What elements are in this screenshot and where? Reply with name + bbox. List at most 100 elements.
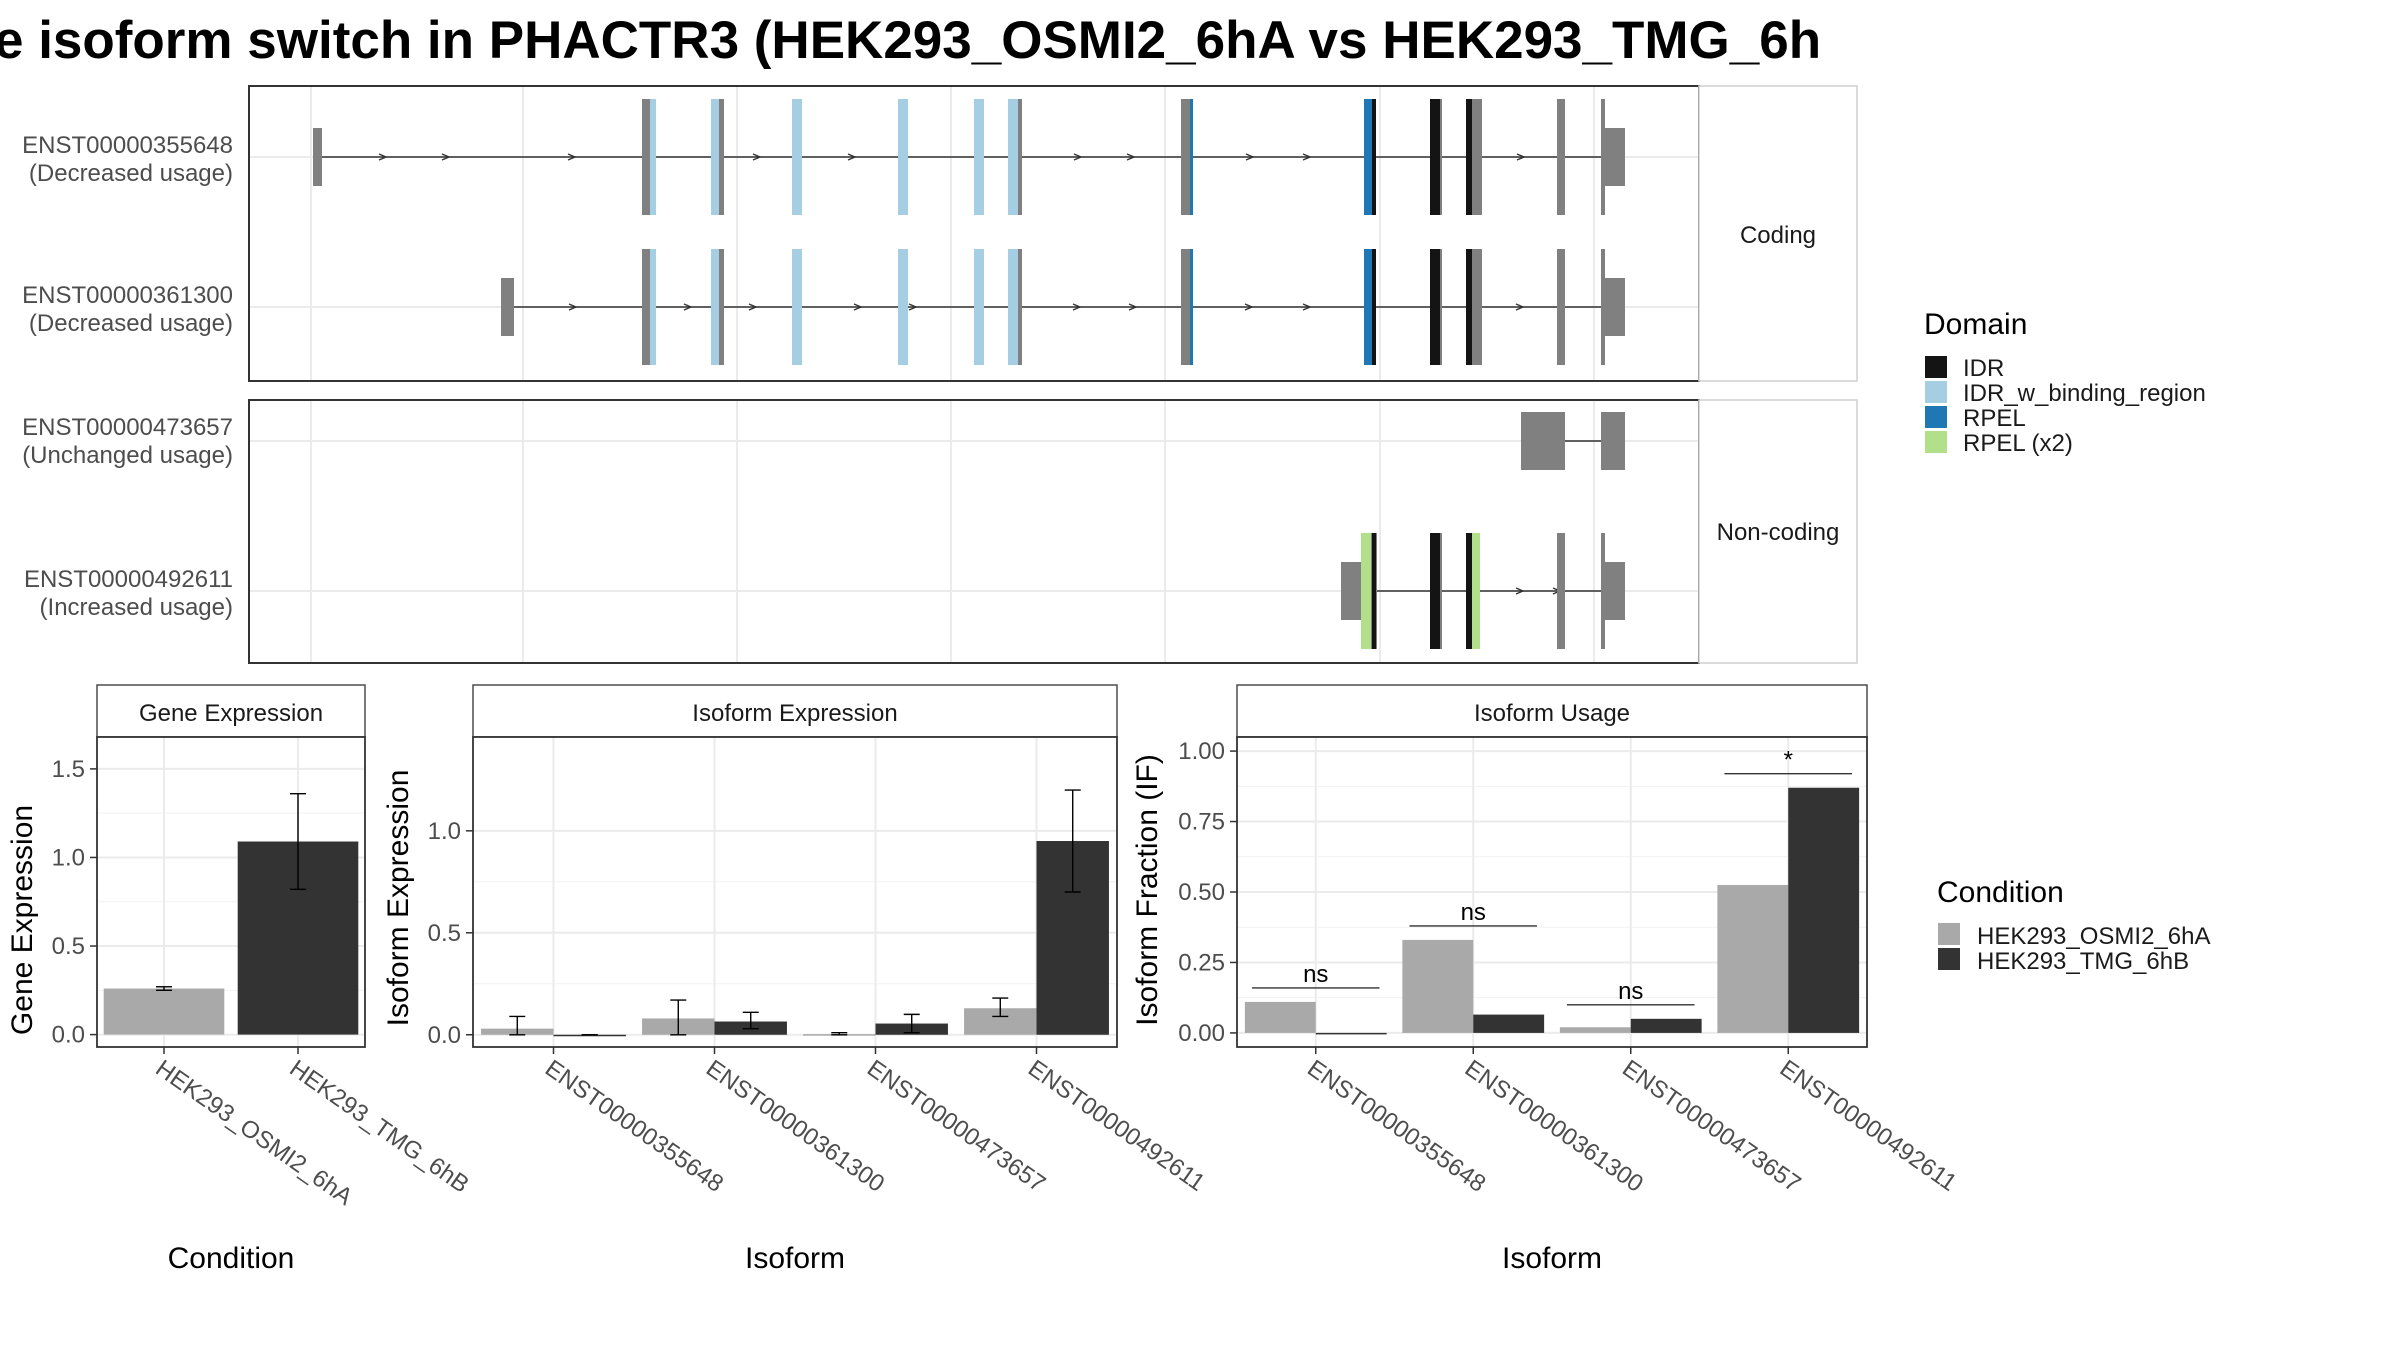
transcript-usage-label: (Decreased usage) [29, 160, 233, 187]
domain-region [1364, 249, 1372, 365]
chart-title: Isoform Usage [1474, 700, 1630, 727]
strand-arrow [1302, 303, 1312, 311]
legend-label: HEK293_OSMI2_6hA [1977, 923, 2210, 950]
transcript-usage-label: (Decreased usage) [29, 310, 233, 337]
legend-key-idr-binding [1925, 381, 1947, 403]
domain-region [974, 249, 984, 365]
significance-label: ns [1461, 899, 1486, 926]
significance-label: ns [1618, 978, 1643, 1005]
exon [501, 278, 514, 336]
exon [716, 249, 724, 365]
noncoding-strip [1698, 399, 1858, 664]
y-axis-label: Isoform Expression [382, 770, 415, 1027]
y-tick-label: 1.0 [52, 844, 85, 871]
transcript-structure-panel: Coding Non-coding ENST00000355648 (Decre… [22, 85, 1858, 664]
domain-region [898, 249, 908, 365]
strand-arrow [748, 303, 758, 311]
domain-region [898, 99, 908, 215]
bar [1788, 787, 1860, 1033]
domain-region [1466, 249, 1472, 365]
x-axis-label: Condition [168, 1242, 295, 1275]
strand-arrow [1516, 153, 1526, 161]
y-axis-label: Gene Expression [6, 805, 39, 1035]
x-axis-label: Isoform [1502, 1242, 1602, 1275]
exon [1557, 249, 1565, 365]
isoform-expression-chart: Isoform Expression Isoform Isoform Expre… [382, 684, 1210, 1275]
strand-arrow [1072, 303, 1082, 311]
domain-region [711, 249, 719, 365]
domain-region [1372, 99, 1376, 215]
x-axis-label: Isoform [745, 1242, 845, 1275]
exon [642, 99, 650, 215]
strand-arrow [441, 153, 451, 161]
domain-region [1430, 533, 1440, 649]
x-tick-label: ENST00000492611 [1023, 1055, 1210, 1197]
transcript-id-label: ENST00000492611 [24, 566, 233, 593]
legend-key-cond-b [1938, 948, 1960, 970]
domain-region [1008, 249, 1018, 365]
domain-region [1372, 533, 1376, 649]
y-tick-label: 1.5 [52, 756, 85, 783]
y-tick-label: 0.75 [1178, 809, 1225, 836]
bar [1473, 1014, 1545, 1033]
domain-region [1430, 99, 1440, 215]
coding-strip-label: Coding [1740, 222, 1816, 249]
bar [1559, 1027, 1631, 1033]
strand-arrow [1126, 153, 1136, 161]
y-tick-label: 0.25 [1178, 949, 1225, 976]
transcript-tracks [313, 99, 1625, 649]
legend-label: RPEL (x2) [1963, 430, 2073, 457]
exon [1601, 412, 1625, 470]
domain-region [1466, 99, 1472, 215]
strand-arrow [1515, 303, 1525, 311]
condition-legend-title: Condition [1937, 876, 2064, 909]
transcript-usage-label: (Increased usage) [40, 594, 233, 621]
exon [1181, 249, 1191, 365]
strand-arrow [853, 303, 863, 311]
strand-arrow [1128, 303, 1138, 311]
exon [313, 128, 322, 186]
bar [103, 988, 225, 1035]
x-tick-label: ENST00000361300 [701, 1055, 889, 1198]
domain-region [1190, 99, 1193, 215]
domain-region [792, 99, 802, 215]
legend-label: RPEL [1963, 405, 2026, 432]
domain-region [1472, 533, 1480, 649]
transcript-id-label: ENST00000473657 [22, 414, 233, 441]
isoform-usage-chart: Isoform Usage Isoform Isoform Fraction (… [1131, 684, 1962, 1275]
domain-region [1372, 249, 1376, 365]
bar [1244, 1001, 1316, 1033]
exon [1557, 99, 1565, 215]
legend-label: HEK293_TMG_6hB [1977, 948, 2189, 975]
y-tick-label: 0.00 [1178, 1020, 1225, 1047]
significance-label: ns [1303, 961, 1328, 988]
strand-arrow [1302, 153, 1312, 161]
strand-arrow [1244, 303, 1254, 311]
x-tick-label: ENST00000355648 [540, 1055, 728, 1198]
y-axis-label: Isoform Fraction (IF) [1131, 754, 1164, 1026]
plot-border [1236, 736, 1868, 1048]
legend-label: IDR [1963, 355, 2004, 382]
transcript-usage-label: (Unchanged usage) [22, 442, 233, 469]
strand-arrow [1245, 153, 1255, 161]
domain-legend: Domain IDR IDR_w_binding_region RPEL RPE… [1924, 308, 2206, 457]
legend-key-cond-a [1938, 923, 1960, 945]
y-tick-label: 0.5 [52, 933, 85, 960]
plot-border [96, 736, 366, 1048]
transcript-id-label: ENST00000361300 [22, 282, 233, 309]
strand-arrow [847, 153, 857, 161]
plot-border [472, 736, 1118, 1048]
plot-background [473, 737, 1117, 1047]
y-tick-label: 0.0 [52, 1022, 85, 1049]
strand-arrow [1515, 587, 1525, 595]
figure-title: e isoform switch in PHACTR3 (HEK293_OSMI… [0, 11, 1821, 70]
chart-title: Gene Expression [139, 700, 323, 727]
exon [716, 99, 724, 215]
y-tick-label: 0.5 [428, 920, 461, 947]
legend-key-rpel-x2 [1925, 431, 1947, 453]
exon [642, 249, 650, 365]
strand-arrow [908, 303, 918, 311]
strand-arrow [1073, 153, 1083, 161]
chart-title-strip [96, 684, 366, 738]
